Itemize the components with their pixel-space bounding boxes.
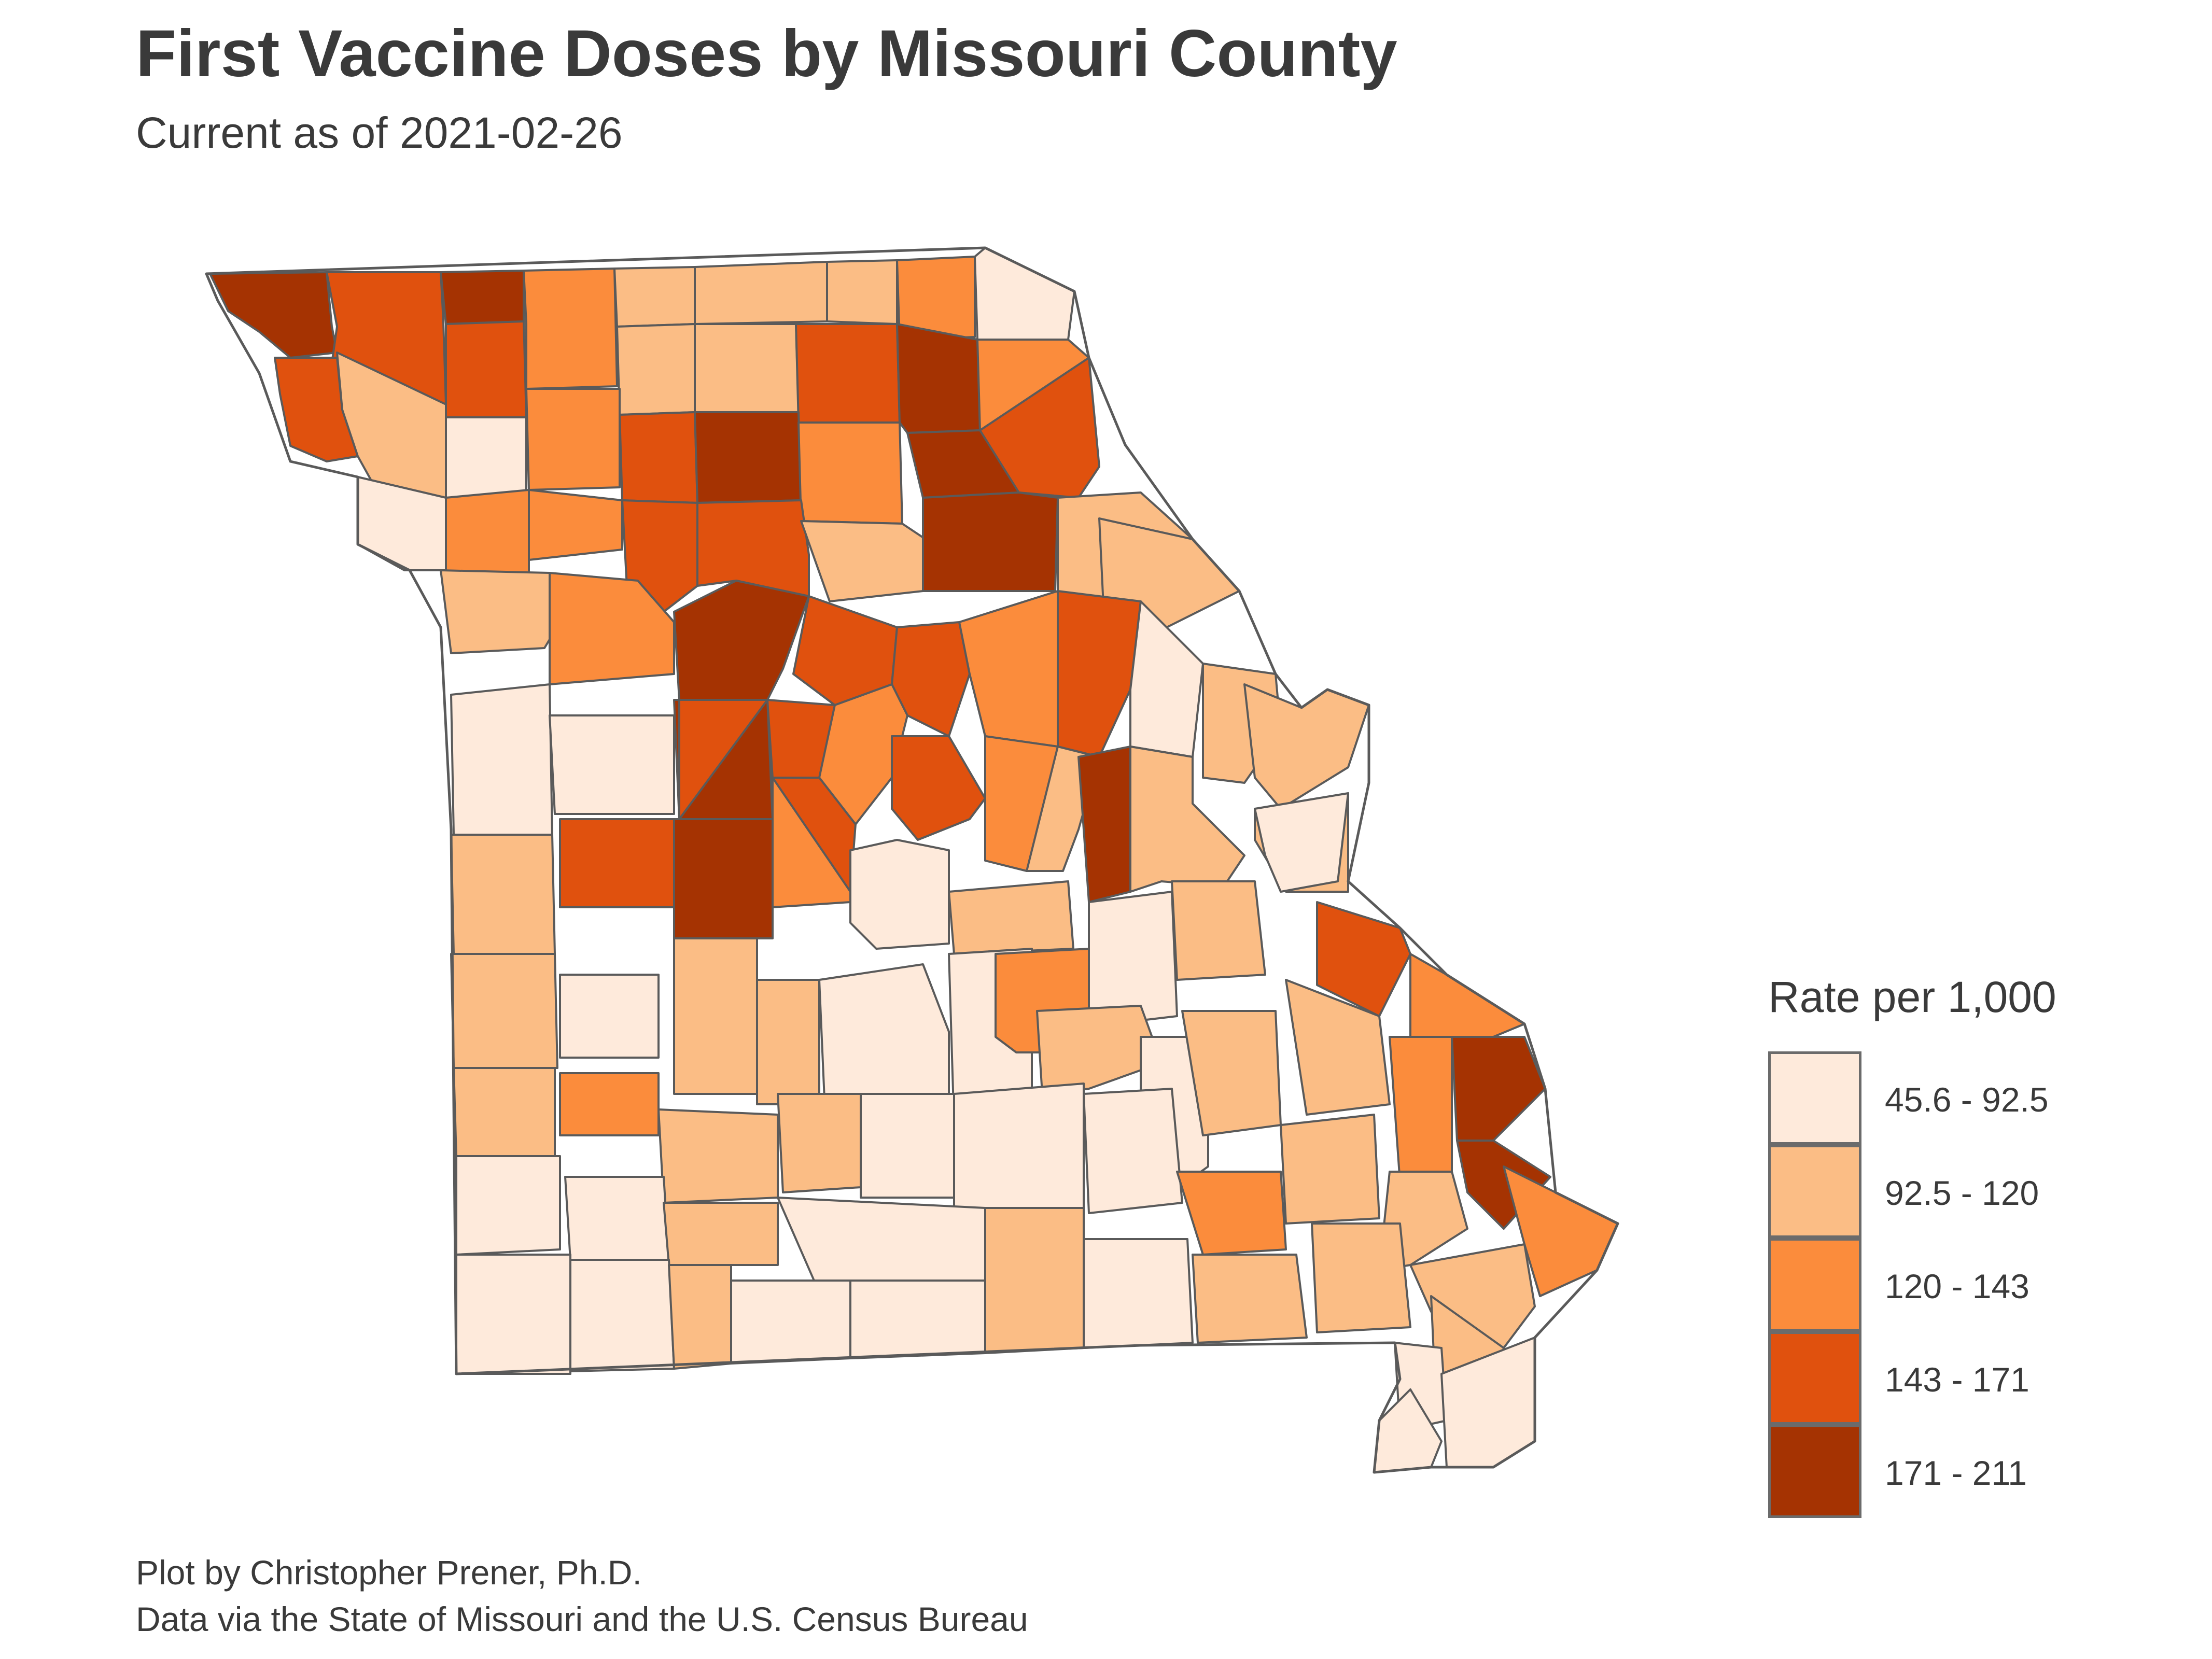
county (696, 499, 810, 597)
legend-label: 143 - 171 (1885, 1360, 2029, 1399)
county (559, 974, 660, 1059)
county (455, 1254, 571, 1375)
county (450, 683, 553, 836)
county (1036, 1005, 1163, 1095)
county (896, 256, 976, 341)
legend-title: Rate per 1,000 (1768, 973, 2056, 1021)
county (663, 1202, 779, 1266)
county (209, 271, 338, 359)
county (453, 1067, 556, 1157)
county (673, 580, 810, 701)
county (958, 590, 1059, 748)
legend-swatch (1768, 1051, 1861, 1145)
county (657, 1108, 779, 1204)
county (896, 323, 981, 434)
legend-label: 120 - 143 (1885, 1267, 2029, 1305)
county (1176, 1171, 1287, 1256)
county (445, 416, 527, 499)
county (818, 963, 950, 1100)
map-title: First Vaccine Doses by Missouri County (136, 17, 1397, 91)
county (440, 270, 525, 325)
county (849, 839, 950, 950)
county (694, 261, 828, 325)
county (1083, 1238, 1194, 1349)
county (795, 323, 901, 424)
county (730, 1280, 851, 1365)
county (549, 572, 675, 685)
county (619, 411, 698, 504)
legend-swatch (1768, 1425, 1861, 1518)
county (616, 323, 696, 416)
county (1311, 1222, 1411, 1333)
county (559, 1072, 660, 1136)
county (953, 1082, 1085, 1214)
county (525, 388, 621, 491)
caption-source: Data via the State of Missouri and the U… (136, 1600, 1028, 1638)
county (800, 520, 927, 602)
county (849, 1280, 986, 1359)
county (440, 569, 561, 654)
state-outline (205, 246, 1619, 1474)
county (450, 953, 558, 1069)
county (694, 323, 800, 413)
county (891, 735, 986, 841)
county (1192, 1254, 1308, 1344)
county (1280, 1114, 1380, 1225)
map-subtitle: Current as of 2021-02-26 (136, 108, 623, 157)
county (974, 247, 1075, 341)
county (1057, 590, 1142, 758)
county (1129, 746, 1245, 893)
county (455, 1155, 561, 1256)
county (523, 268, 618, 390)
county (1316, 901, 1411, 1017)
county (549, 714, 675, 815)
county (797, 421, 903, 525)
county (668, 1264, 732, 1370)
county (777, 1093, 862, 1193)
county (984, 1207, 1085, 1354)
county (979, 357, 1100, 499)
county (450, 834, 556, 955)
county (678, 699, 768, 820)
county (673, 818, 774, 939)
county (445, 320, 527, 418)
county (694, 411, 802, 504)
county (1451, 1036, 1546, 1142)
county (1083, 1088, 1183, 1214)
legend-label: 171 - 211 (1885, 1454, 2027, 1492)
legend-swatch (1768, 1238, 1861, 1331)
legend-label: 92.5 - 120 (1885, 1174, 2039, 1212)
county (445, 489, 530, 577)
county (1409, 953, 1525, 1038)
county (613, 266, 696, 328)
county (777, 1197, 986, 1282)
county (756, 979, 820, 1105)
county (673, 937, 758, 1095)
county (922, 491, 1059, 592)
county (826, 259, 898, 325)
county (860, 1093, 955, 1199)
legend-swatch (1768, 1145, 1861, 1238)
legend-swatch (1768, 1331, 1861, 1425)
county (1389, 1036, 1453, 1183)
county (948, 880, 1074, 955)
county-polygons (209, 247, 1619, 1473)
caption-author: Plot by Christopher Prener, Ph.D. (136, 1553, 642, 1592)
county (569, 1259, 675, 1372)
county (559, 818, 675, 908)
legend-label: 45.6 - 92.5 (1885, 1080, 2049, 1119)
county (1285, 979, 1391, 1116)
county (1171, 880, 1266, 981)
county (1077, 746, 1131, 903)
county (1254, 792, 1349, 893)
county (528, 489, 623, 561)
county (564, 1176, 670, 1261)
